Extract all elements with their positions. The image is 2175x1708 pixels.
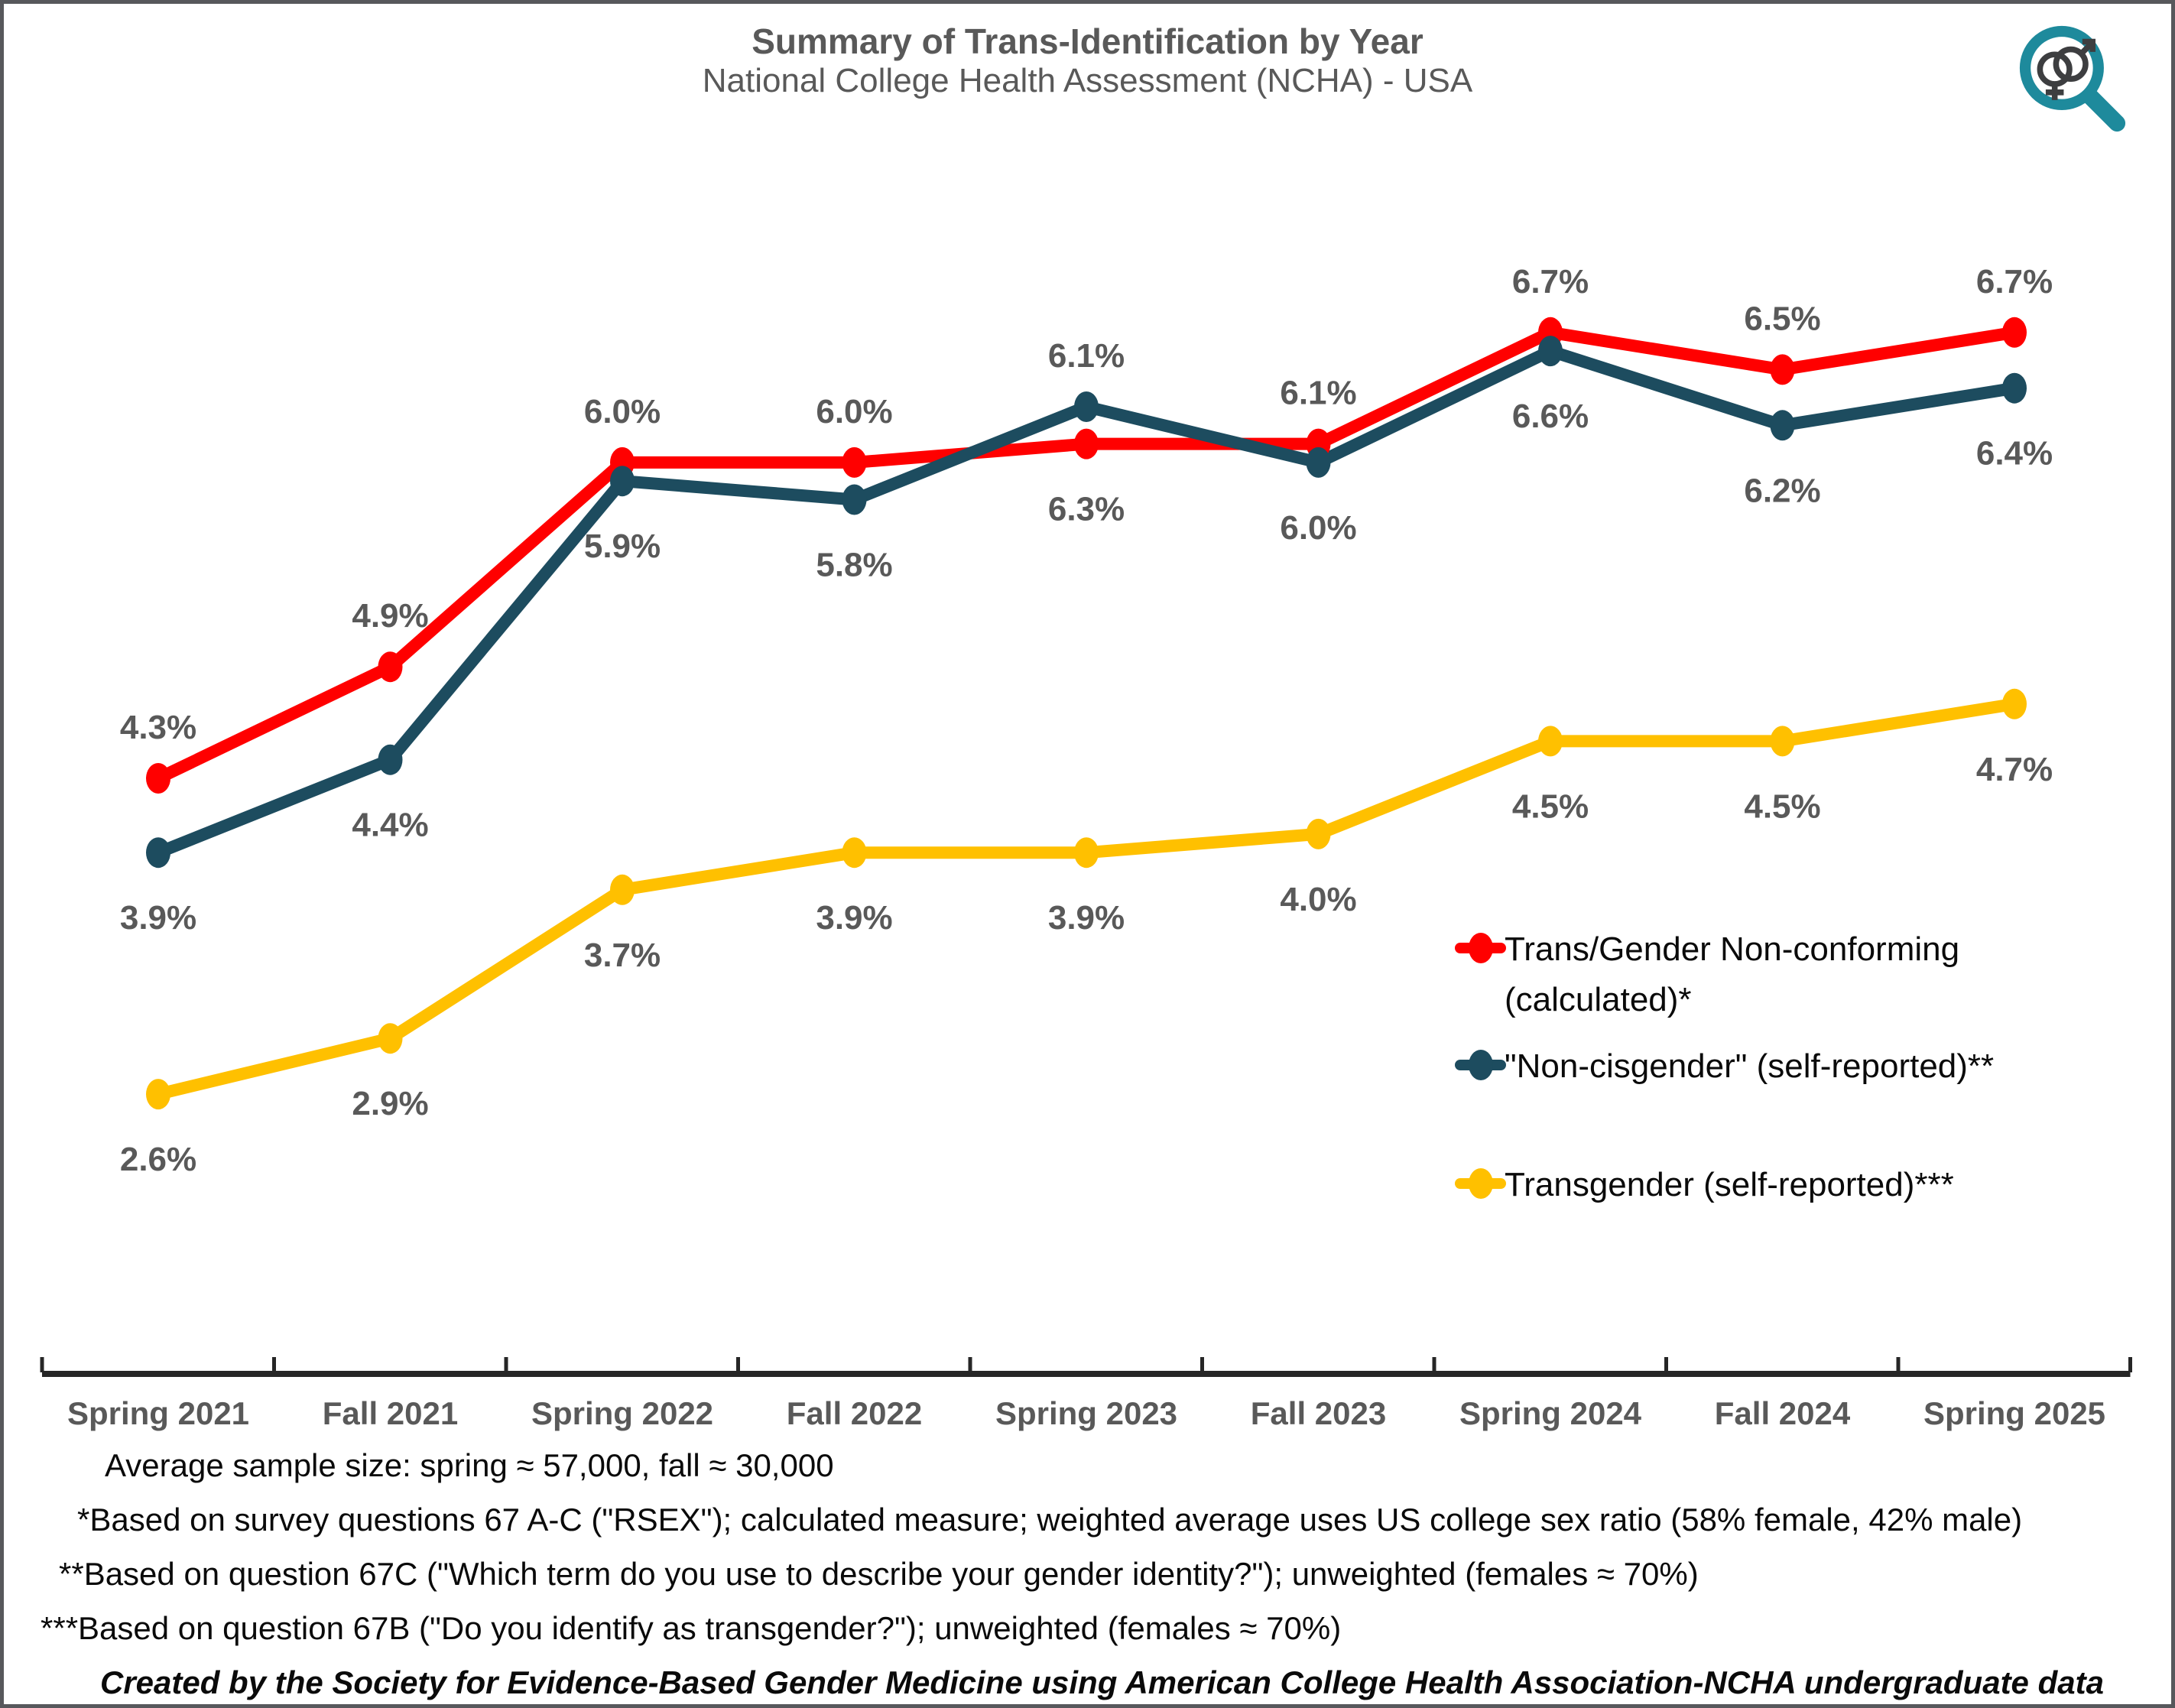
value-label-non-cisgender: 6.0% [1280, 509, 1356, 547]
value-label-trans-gnc: 4.9% [352, 597, 428, 635]
legend-item-trans-gnc: Trans/Gender Non-conforming (calculated)* [1455, 930, 1959, 1018]
legend-label: "Non-cisgender" (self-reported)** [1505, 1047, 1994, 1085]
data-point-non-cisgender [1306, 446, 1331, 478]
data-point-non-cisgender [842, 484, 867, 515]
data-point-trans-gnc [146, 763, 170, 794]
value-label-non-cisgender: 6.1% [1048, 337, 1125, 375]
data-point-trans-gnc [1770, 354, 1795, 385]
value-label-trans-gnc: 6.0% [816, 393, 892, 430]
value-label-non-cisgender: 4.4% [352, 807, 428, 844]
value-label-non-cisgender: 6.4% [1976, 435, 2053, 472]
value-label-trans-gnc: 6.7% [1512, 263, 1589, 300]
data-point-trans-gnc [1074, 428, 1099, 459]
magnifier-handle [2081, 87, 2126, 132]
magnifier-gender-logo-icon [2019, 25, 2126, 132]
value-label-trans-gnc: 6.7% [1976, 263, 2053, 300]
data-point-trans-gnc [2002, 317, 2027, 348]
data-point-transgender [1306, 818, 1331, 849]
data-point-non-cisgender [378, 744, 403, 775]
data-point-non-cisgender [610, 466, 635, 497]
value-label-trans-gnc: 6.5% [1744, 300, 1820, 337]
legend-item-transgender: Transgender (self-reported)*** [1455, 1166, 1954, 1203]
value-label-transgender: 4.5% [1512, 787, 1589, 825]
value-label-non-cisgender: 6.6% [1512, 398, 1589, 435]
female-symbol-cross [2045, 83, 2064, 100]
x-axis-label: Spring 2021 [67, 1395, 249, 1431]
x-axis-label: Spring 2025 [1923, 1395, 2105, 1431]
value-label-non-cisgender: 5.8% [816, 547, 892, 584]
data-point-non-cisgender [1074, 391, 1099, 422]
x-axis-label: Fall 2023 [1251, 1395, 1386, 1431]
legend-label: Trans/Gender Non-conforming [1505, 930, 1959, 968]
footnote-asterisk-2: **Based on question 67C ("Which term do … [59, 1556, 1699, 1592]
footnote-credit: Created by the Society for Evidence-Base… [100, 1664, 2104, 1700]
data-point-trans-gnc [378, 651, 403, 683]
legend-label: (calculated)* [1505, 981, 1692, 1018]
value-label-trans-gnc: 6.0% [584, 393, 661, 430]
x-axis-label: Fall 2024 [1715, 1395, 1851, 1431]
value-label-trans-gnc: 4.3% [120, 709, 196, 746]
value-label-transgender: 3.9% [1048, 899, 1125, 937]
male-symbol-circle [2053, 46, 2089, 82]
value-label-non-cisgender: 6.2% [1744, 472, 1820, 509]
value-label-transgender: 3.9% [816, 899, 892, 937]
line-chart: Spring 2021 Fall 2021 Spring 2022 Fall 2022… [40, 263, 2132, 1431]
value-label-transgender: 3.7% [584, 937, 661, 974]
x-axis-label: Fall 2021 [323, 1395, 458, 1431]
value-label-transgender: 2.9% [352, 1085, 428, 1122]
data-point-non-cisgender [1538, 336, 1563, 367]
data-point-transgender [842, 837, 867, 869]
value-label-transgender: 4.7% [1976, 751, 2053, 788]
legend-item-non-cisgender: "Non-cisgender" (self-reported)** [1455, 1047, 1994, 1085]
male-symbol-arrow [2079, 38, 2096, 57]
footnote-asterisk-1: *Based on survey questions 67 A-C ("RSEX… [77, 1502, 2023, 1538]
chart-title: Summary of Trans-Identification by Year [752, 21, 1423, 61]
value-label-transgender: 4.0% [1280, 881, 1356, 918]
data-point-non-cisgender [2002, 372, 2027, 404]
footnote-sample-size: Average sample size: spring ≈ 57,000, fa… [105, 1447, 834, 1483]
x-axis-label: Spring 2022 [531, 1395, 713, 1431]
x-axis-label: Spring 2024 [1459, 1395, 1642, 1431]
legend-marker-dot [1469, 1050, 1493, 1080]
data-point-transgender [2002, 688, 2027, 719]
value-label-non-cisgender: 3.9% [120, 899, 196, 937]
data-point-transgender [1770, 726, 1795, 757]
data-point-transgender [146, 1079, 170, 1110]
value-label-transgender: 2.6% [120, 1141, 196, 1178]
x-axis-label: Spring 2023 [995, 1395, 1177, 1431]
data-point-transgender [1074, 837, 1099, 869]
data-point-non-cisgender [1770, 410, 1795, 441]
value-label-transgender: 4.5% [1744, 787, 1820, 825]
data-point-transgender [1538, 726, 1563, 757]
footnotes: Average sample size: spring ≈ 57,000, fa… [4, 1438, 2171, 1704]
chart-subtitle: National College Health Assessment (NCHA… [702, 62, 1473, 99]
value-label-trans-gnc: 6.1% [1280, 375, 1356, 412]
data-point-non-cisgender [146, 837, 170, 869]
data-point-transgender [378, 1023, 403, 1054]
value-label-trans-gnc: 6.3% [1048, 491, 1125, 528]
x-axis-label: Fall 2022 [787, 1395, 922, 1431]
data-point-trans-gnc [842, 446, 867, 478]
legend-marker-dot [1469, 933, 1493, 963]
value-label-non-cisgender: 5.9% [584, 528, 661, 565]
footnote-asterisk-3: ***Based on question 67B ("Do you identi… [41, 1610, 1342, 1646]
legend-label: Transgender (self-reported)*** [1505, 1166, 1954, 1203]
series-line-non-cisgender [152, 345, 2021, 859]
data-point-transgender [610, 874, 635, 905]
legend-marker-dot [1469, 1168, 1493, 1199]
